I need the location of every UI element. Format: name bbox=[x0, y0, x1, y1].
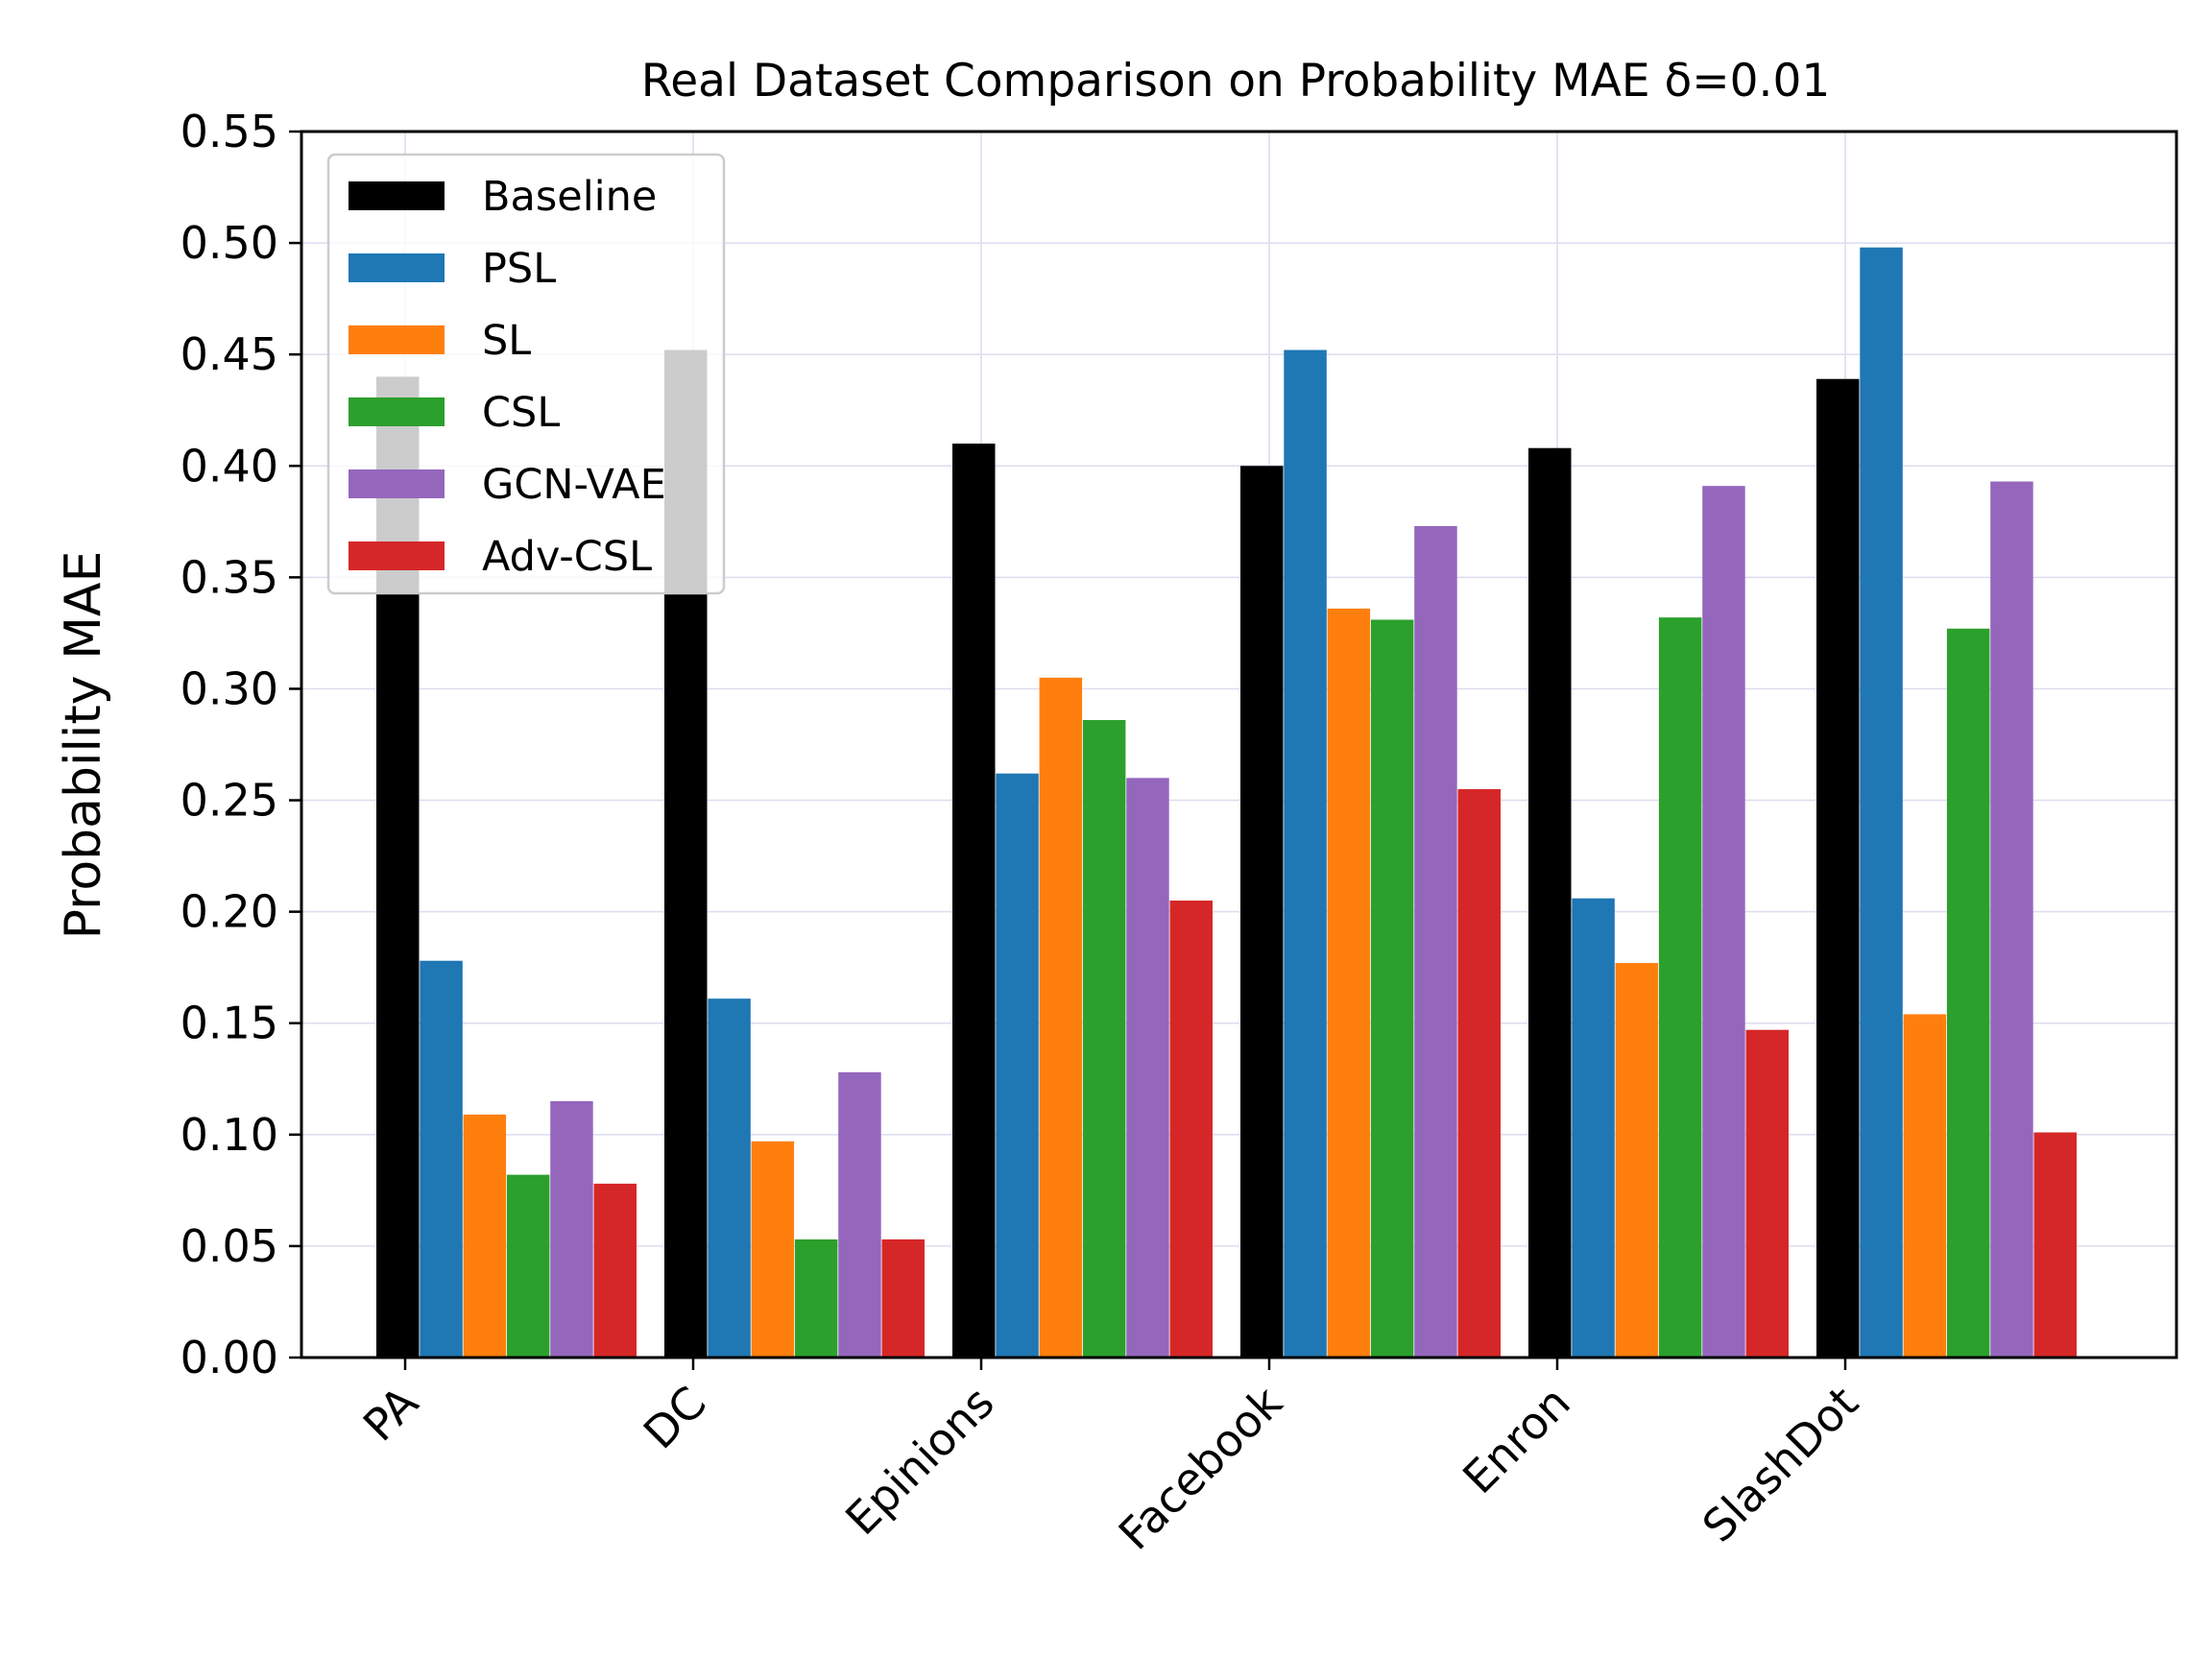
legend-label: Baseline bbox=[482, 173, 657, 221]
bar-gcn-vae-pa bbox=[550, 1100, 593, 1358]
bar-adv-csl-enron bbox=[1745, 1029, 1789, 1358]
bar-sl-slashdot bbox=[1903, 1014, 1947, 1358]
bar-sl-facebook bbox=[1327, 608, 1371, 1358]
bar-sl-dc bbox=[751, 1141, 795, 1358]
y-tick-label: 0.50 bbox=[180, 217, 278, 269]
y-tick-label: 0.25 bbox=[180, 775, 278, 827]
bar-adv-csl-epinions bbox=[1169, 901, 1213, 1358]
legend-swatch bbox=[349, 325, 445, 354]
legend-swatch bbox=[349, 181, 445, 210]
legend-swatch bbox=[349, 253, 445, 282]
legend-swatch bbox=[349, 397, 445, 426]
y-axis: 0.00 0.05 0.10 0.15 0.20 0.25 0.30 0.35 0.40 0.45… bbox=[180, 106, 301, 1383]
bar-sl-epinions bbox=[1039, 677, 1083, 1358]
bar-adv-csl-facebook bbox=[1457, 788, 1501, 1358]
legend-swatch bbox=[349, 469, 445, 498]
bar-psl-facebook bbox=[1284, 349, 1327, 1358]
bar-sl-enron bbox=[1615, 963, 1659, 1358]
bar-csl-epinions bbox=[1082, 719, 1126, 1358]
bar-psl-enron bbox=[1572, 898, 1615, 1358]
y-tick-label: 0.15 bbox=[180, 998, 278, 1049]
legend: Baseline PSL SL CSL GCN-VAE Adv-CSL bbox=[326, 153, 726, 595]
y-tick-label: 0.35 bbox=[180, 551, 278, 603]
y-tick-label: 0.45 bbox=[180, 328, 278, 380]
bar-csl-enron bbox=[1658, 617, 1702, 1358]
bar-gcn-vae-epinions bbox=[1126, 778, 1169, 1358]
legend-label: Adv-CSL bbox=[482, 533, 652, 581]
bar-adv-csl-slashdot bbox=[2033, 1132, 2077, 1358]
bar-adv-csl-dc bbox=[881, 1238, 925, 1358]
y-tick-label: 0.40 bbox=[180, 440, 278, 492]
y-tick-label: 0.00 bbox=[180, 1332, 278, 1383]
legend-swatch bbox=[349, 541, 445, 570]
bar-sl-pa bbox=[463, 1114, 507, 1358]
legend-label: CSL bbox=[482, 389, 560, 437]
bar-adv-csl-pa bbox=[593, 1183, 637, 1358]
bars bbox=[376, 247, 2077, 1358]
legend-label: GCN-VAE bbox=[482, 461, 666, 509]
y-tick-label: 0.10 bbox=[180, 1109, 278, 1161]
bar-gcn-vae-dc bbox=[838, 1071, 881, 1358]
bar-baseline-facebook bbox=[1240, 466, 1284, 1358]
bar-csl-slashdot bbox=[1946, 628, 1990, 1358]
bar-psl-dc bbox=[708, 998, 751, 1358]
y-tick-label: 0.05 bbox=[180, 1220, 278, 1272]
bar-baseline-slashdot bbox=[1816, 378, 1860, 1358]
bar-csl-dc bbox=[794, 1238, 838, 1358]
bar-csl-facebook bbox=[1370, 619, 1414, 1358]
bar-psl-pa bbox=[420, 960, 463, 1358]
y-tick-label: 0.30 bbox=[180, 662, 278, 714]
chart-title: Real Dataset Comparison on Probability M… bbox=[641, 55, 1831, 108]
y-tick-label: 0.20 bbox=[180, 886, 278, 938]
bar-gcn-vae-enron bbox=[1702, 486, 1745, 1358]
bar-baseline-enron bbox=[1528, 447, 1572, 1358]
y-tick-label: 0.55 bbox=[180, 106, 278, 157]
bar-psl-epinions bbox=[996, 773, 1039, 1358]
y-axis-label: Probability MAE bbox=[55, 551, 112, 940]
bar-gcn-vae-facebook bbox=[1414, 525, 1457, 1358]
bar-psl-slashdot bbox=[1860, 247, 1903, 1358]
bar-baseline-epinions bbox=[952, 444, 996, 1358]
bar-csl-pa bbox=[506, 1174, 550, 1358]
legend-label: PSL bbox=[482, 245, 556, 293]
legend-label: SL bbox=[482, 317, 531, 365]
bar-gcn-vae-slashdot bbox=[1990, 481, 2033, 1358]
plot-frame bbox=[300, 130, 2178, 1359]
